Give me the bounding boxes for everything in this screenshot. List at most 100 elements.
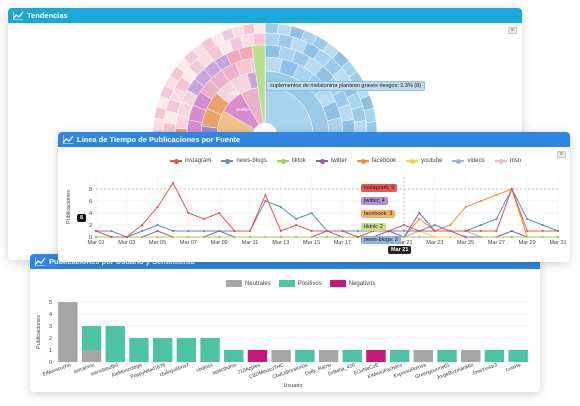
data-point[interactable] <box>418 229 421 233</box>
data-point[interactable] <box>556 235 560 239</box>
data-point[interactable] <box>433 223 436 227</box>
bar-neutrales[interactable] <box>413 350 434 362</box>
data-point[interactable] <box>541 229 544 233</box>
sunburst-segment[interactable] <box>264 44 281 59</box>
data-point[interactable] <box>418 211 421 215</box>
bar-positivos[interactable] <box>176 338 197 362</box>
bar-positivos[interactable] <box>437 350 457 362</box>
data-point[interactable] <box>218 229 221 233</box>
bar-positivos[interactable] <box>224 350 244 362</box>
data-point[interactable] <box>310 211 313 215</box>
sunburst-segment[interactable] <box>152 117 165 131</box>
data-point[interactable] <box>325 235 329 239</box>
legend-item-news-blogs[interactable]: news-blogs <box>221 158 267 164</box>
data-point[interactable] <box>141 229 144 233</box>
data-point[interactable] <box>479 199 483 203</box>
data-point[interactable] <box>541 235 544 239</box>
bar-positivos[interactable] <box>508 350 528 362</box>
bar-positivos[interactable] <box>105 326 125 362</box>
data-point[interactable] <box>218 211 221 215</box>
data-point[interactable] <box>264 193 267 197</box>
data-point[interactable] <box>202 217 205 221</box>
bar-neutrales[interactable] <box>58 302 78 362</box>
data-point[interactable] <box>295 217 298 221</box>
data-point[interactable] <box>341 229 344 233</box>
data-point[interactable] <box>556 229 560 233</box>
bar-negativos[interactable] <box>366 350 386 362</box>
bar-neutrales[interactable] <box>318 350 339 362</box>
sunburst-segment[interactable] <box>264 23 279 35</box>
data-point[interactable] <box>510 235 513 239</box>
data-point[interactable] <box>449 229 452 233</box>
data-point[interactable] <box>233 235 236 239</box>
legend-item-positivos[interactable]: Positivos <box>278 280 322 287</box>
data-point[interactable] <box>510 229 513 233</box>
sunburst-segment[interactable] <box>264 32 280 47</box>
bar-neutrales[interactable] <box>461 350 481 362</box>
data-point[interactable] <box>279 235 282 239</box>
bar-positivos[interactable] <box>295 350 315 362</box>
timeline-menu-button[interactable]: ≡ <box>557 151 566 158</box>
data-point[interactable] <box>248 229 252 233</box>
bar-positivos[interactable] <box>484 350 505 362</box>
data-point[interactable] <box>279 205 282 209</box>
data-point[interactable] <box>233 229 236 233</box>
tendencias-menu-button[interactable]: ≡ <box>508 27 517 34</box>
data-point[interactable] <box>279 229 282 233</box>
data-point[interactable] <box>156 205 159 209</box>
data-point[interactable] <box>171 181 175 185</box>
data-point[interactable] <box>356 229 359 233</box>
data-point[interactable] <box>526 217 529 221</box>
data-point[interactable] <box>141 223 144 227</box>
data-point[interactable] <box>156 223 159 227</box>
data-point[interactable] <box>418 235 421 239</box>
data-point[interactable] <box>418 217 421 221</box>
data-point[interactable] <box>187 235 190 239</box>
bar-positivos[interactable] <box>389 350 410 362</box>
data-point[interactable] <box>171 229 175 233</box>
legend-item-msn[interactable]: msn <box>494 158 521 164</box>
data-point[interactable] <box>341 235 344 239</box>
legend-item-tiktok[interactable]: tiktok <box>276 158 306 164</box>
data-point[interactable] <box>141 235 144 239</box>
data-point[interactable] <box>295 235 298 239</box>
legend-item-videos[interactable]: videos <box>452 158 485 164</box>
data-point[interactable] <box>202 235 205 239</box>
data-point[interactable] <box>202 229 205 233</box>
legend-item-negativos[interactable]: Negativos <box>329 280 375 287</box>
data-point[interactable] <box>156 235 159 239</box>
data-point[interactable] <box>187 211 190 215</box>
data-point[interactable] <box>433 229 436 233</box>
legend-item-facebook[interactable]: facebook <box>356 158 396 164</box>
data-point[interactable] <box>495 193 498 197</box>
data-point[interactable] <box>264 199 267 203</box>
data-point[interactable] <box>479 223 483 227</box>
data-point[interactable] <box>125 235 128 239</box>
data-point[interactable] <box>171 235 175 239</box>
data-point[interactable] <box>94 229 98 233</box>
bar-positivos[interactable] <box>129 338 149 362</box>
sunburst-segment[interactable] <box>363 107 377 123</box>
sunburst-segment-highlight[interactable] <box>251 44 266 124</box>
legend-item-neutrales[interactable]: Neutrales <box>226 280 271 287</box>
sunburst-segment[interactable] <box>253 23 266 34</box>
data-point[interactable] <box>387 229 390 233</box>
sunburst-segment[interactable] <box>242 23 255 36</box>
data-point[interactable] <box>495 229 498 233</box>
data-point[interactable] <box>526 229 529 233</box>
data-point[interactable] <box>510 187 513 191</box>
legend-item-instagram[interactable]: instagram <box>170 158 211 164</box>
data-point[interactable] <box>479 235 483 239</box>
legend-item-twitter[interactable]: twitter <box>315 158 347 164</box>
data-point[interactable] <box>356 235 359 239</box>
data-point[interactable] <box>464 205 467 209</box>
data-point[interactable] <box>464 229 467 233</box>
bar-positivos[interactable] <box>342 350 362 362</box>
data-point[interactable] <box>402 235 406 239</box>
bar-positivos[interactable] <box>81 326 102 350</box>
data-point[interactable] <box>495 235 498 239</box>
data-point[interactable] <box>187 229 190 233</box>
data-point[interactable] <box>295 223 298 227</box>
legend-item-youtube[interactable]: youtube <box>406 158 442 164</box>
data-point[interactable] <box>433 235 436 239</box>
